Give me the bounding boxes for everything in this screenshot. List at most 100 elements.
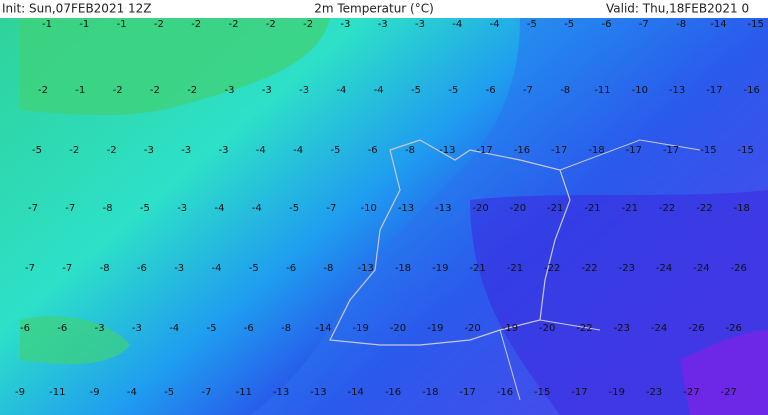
temperature-value: -16 (497, 387, 513, 398)
country-borders (329, 139, 571, 346)
temperature-value: -2 (113, 85, 123, 96)
temperature-value: -19 (609, 387, 625, 398)
temperature-value: -19 (432, 263, 448, 274)
temperature-value: -6 (368, 145, 378, 156)
temperature-value: -21 (584, 203, 600, 214)
temperature-value: -13 (273, 387, 289, 398)
temperature-value: -10 (632, 85, 648, 96)
temperature-value: -6 (486, 85, 496, 96)
warm-zone (20, 18, 330, 116)
temperature-value: -13 (310, 387, 326, 398)
temperature-value: -1 (79, 19, 89, 30)
temperature-value: -4 (336, 85, 346, 96)
temperature-value: -2 (266, 19, 276, 30)
temperature-value: -4 (256, 145, 266, 156)
temperature-value: -5 (330, 145, 340, 156)
temperature-value: -3 (144, 145, 154, 156)
temperature-value: -4 (490, 19, 500, 30)
temperature-value: -7 (25, 263, 35, 274)
temperature-value: -7 (28, 203, 38, 214)
temperature-value: -8 (676, 19, 686, 30)
temperature-value: -5 (249, 263, 259, 274)
header-bar (0, 0, 768, 18)
temperature-value: -2 (229, 19, 239, 30)
temperature-value: -2 (107, 145, 117, 156)
valid-label: Valid: Thu,18FEB2021 0 (606, 2, 749, 16)
value-grid: -1 -1 -1 -2 -2 -2 -2 -2 -3 -3 -3 -4 -4 -5 -5 -6 -7 -8 -14 -… (15, 19, 764, 398)
temperature-value: -2 (38, 85, 48, 96)
temperature-value: -21 (469, 263, 485, 274)
temperature-value: -3 (181, 145, 191, 156)
temperature-value: -2 (303, 19, 313, 30)
temperature-value: -5 (527, 19, 537, 30)
temperature-value: -26 (731, 263, 747, 274)
temperature-value: -7 (202, 387, 212, 398)
temperature-value: -7 (65, 203, 75, 214)
temperature-value: -4 (212, 263, 222, 274)
init-label: Init: Sun,07FEB2021 12Z (2, 2, 152, 16)
temperature-value: -1 (75, 85, 85, 96)
temperature-value: -5 (289, 203, 299, 214)
temperature-value: -7 (523, 85, 533, 96)
temperature-value: -6 (20, 323, 30, 334)
temperature-value: -6 (244, 323, 254, 334)
temperature-value: -4 (127, 387, 137, 398)
temperature-value: -8 (281, 323, 291, 334)
temperature-value: -2 (69, 145, 79, 156)
temperature-value: -26 (726, 323, 742, 334)
temperature-value: -17 (571, 387, 587, 398)
temperature-value: -9 (15, 387, 25, 398)
temperature-value: -17 (476, 145, 492, 156)
temperature-value: -19 (353, 323, 369, 334)
temperature-value: -3 (95, 323, 105, 334)
temperature-value: -17 (459, 387, 475, 398)
temperature-value: -5 (164, 387, 174, 398)
temperature-value: -5 (411, 85, 421, 96)
temperature-value: -13 (358, 263, 374, 274)
temperature-value: -3 (225, 85, 235, 96)
temperature-value: -13 (439, 145, 455, 156)
temperature-value: -18 (734, 203, 750, 214)
map-title: 2m Temperatur (°C) (314, 2, 434, 16)
temperature-value: -22 (696, 203, 712, 214)
temperature-value: -4 (293, 145, 303, 156)
temperature-value: -22 (544, 263, 560, 274)
extreme-cold-zone (680, 330, 768, 415)
temperature-value: -15 (738, 145, 754, 156)
temperature-value: -7 (326, 203, 336, 214)
temperature-value: -21 (507, 263, 523, 274)
temperature-value: -1 (42, 19, 52, 30)
temperature-value: -27 (721, 387, 737, 398)
temperature-value: -6 (137, 263, 147, 274)
temperature-value: -3 (415, 19, 425, 30)
temperature-value: -4 (374, 85, 384, 96)
temperature-value: -3 (177, 203, 187, 214)
temperature-value: -11 (236, 387, 252, 398)
temperature-value: -14 (710, 19, 726, 30)
temperature-value: -2 (154, 19, 164, 30)
temperature-value: -21 (622, 203, 638, 214)
temperature-value: -4 (452, 19, 462, 30)
warm-zone (20, 316, 130, 365)
temperature-value: -3 (219, 145, 229, 156)
temperature-value: -8 (100, 263, 110, 274)
temperature-value: -24 (656, 263, 672, 274)
temperature-value: -22 (576, 323, 592, 334)
temperature-value: -13 (398, 203, 414, 214)
temperature-value: -3 (378, 19, 388, 30)
temperature-value: -2 (187, 85, 197, 96)
temperature-value: -26 (688, 323, 704, 334)
temperature-value: -20 (472, 203, 488, 214)
temperature-value: -19 (502, 323, 518, 334)
country-borders (499, 139, 701, 401)
temperature-value: -4 (252, 203, 262, 214)
temperature-value: -6 (286, 263, 296, 274)
temperature-value: -2 (150, 85, 160, 96)
temperature-value: -27 (683, 387, 699, 398)
temperature-value: -4 (215, 203, 225, 214)
temperature-value: -10 (361, 203, 377, 214)
temperature-value: -24 (693, 263, 709, 274)
temperature-value: -16 (744, 85, 760, 96)
temperature-value: -6 (602, 19, 612, 30)
temperature-value: -15 (534, 387, 550, 398)
